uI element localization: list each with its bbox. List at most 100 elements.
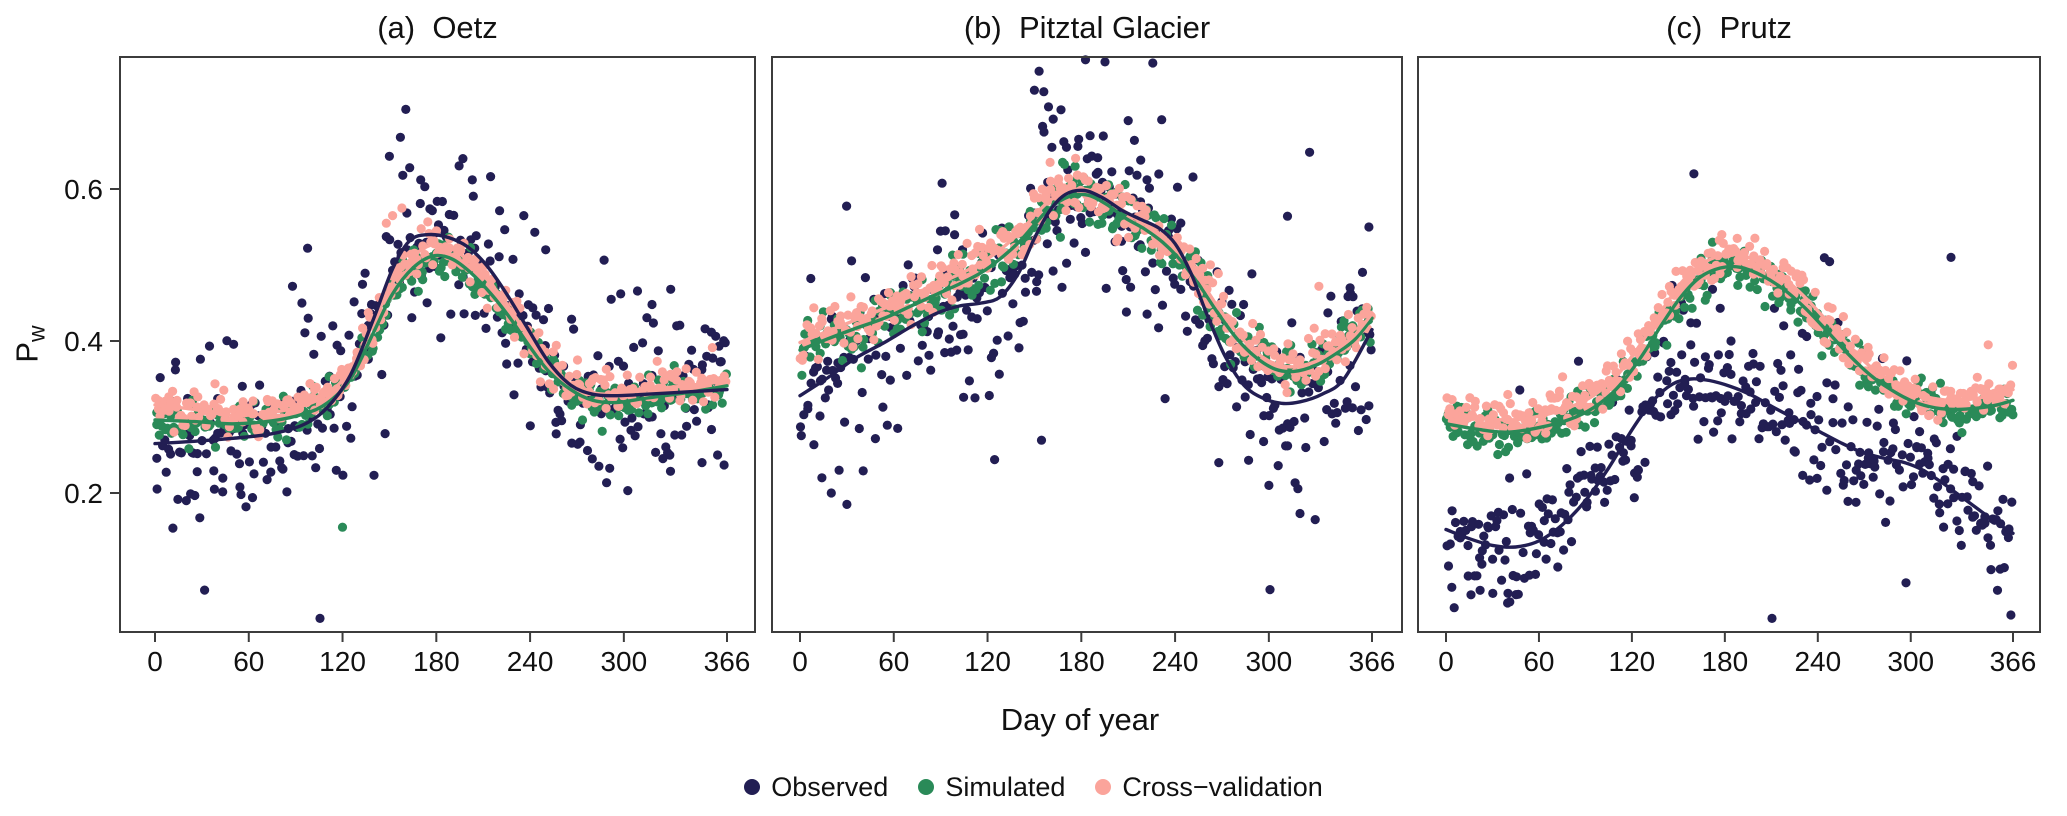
- data-point: [1057, 282, 1067, 292]
- data-point: [1629, 493, 1639, 503]
- data-point: [1287, 318, 1297, 328]
- data-point: [1817, 442, 1827, 452]
- data-point: [1598, 404, 1608, 414]
- data-point: [1890, 424, 1900, 435]
- data-point: [1702, 290, 1712, 300]
- data-point: [192, 449, 202, 459]
- data-point: [282, 487, 292, 497]
- data-point: [1447, 506, 1457, 516]
- data-point: [1505, 473, 1515, 483]
- data-point: [1539, 516, 1549, 526]
- data-point: [1843, 402, 1853, 412]
- data-point: [1980, 518, 1990, 528]
- data-point: [551, 340, 561, 350]
- data-point: [1929, 493, 1939, 503]
- data-point: [1974, 481, 1984, 491]
- smooth-line-observed: [153, 232, 729, 446]
- data-point: [1622, 383, 1632, 393]
- data-point: [1672, 367, 1682, 377]
- data-point: [1778, 381, 1788, 391]
- data-point: [1841, 460, 1852, 470]
- panel-b: 0 60 120 180 240 300 366: [771, 55, 1403, 677]
- data-point: [606, 294, 616, 304]
- data-point: [1493, 449, 1503, 460]
- data-point: [1915, 427, 1925, 437]
- data-point: [1159, 214, 1169, 224]
- data-point: [1854, 459, 1864, 469]
- data-point: [1537, 502, 1547, 512]
- data-point: [1270, 350, 1280, 360]
- data-point: [618, 361, 629, 371]
- data-point: [1687, 303, 1697, 313]
- data-point: [1862, 417, 1872, 427]
- data-point: [1048, 211, 1058, 221]
- data-point: [502, 359, 512, 369]
- data-point: [627, 413, 637, 423]
- data-point: [495, 206, 505, 216]
- data-point: [1956, 540, 1966, 551]
- data-point: [1668, 390, 1678, 400]
- data-point: [1154, 169, 1164, 179]
- x-tick-label: 240: [1152, 646, 1199, 677]
- data-point: [2008, 410, 2018, 420]
- data-point: [982, 306, 992, 316]
- y-axis-label: Pw: [10, 325, 51, 362]
- x-tick-label: 120: [1609, 646, 1656, 677]
- data-point: [1064, 173, 1074, 183]
- data-point: [1172, 232, 1182, 243]
- x-tick-label: 120: [319, 646, 366, 677]
- x-tick-label: 300: [600, 646, 647, 677]
- data-point: [311, 463, 321, 473]
- data-point: [1492, 516, 1502, 526]
- data-point: [1796, 385, 1806, 395]
- data-point: [303, 243, 313, 253]
- data-point: [322, 411, 332, 421]
- data-point: [836, 311, 846, 321]
- data-point: [1445, 539, 1455, 549]
- outlier-point: [405, 163, 415, 173]
- x-tick-label: 240: [507, 646, 554, 677]
- data-point: [1247, 269, 1257, 279]
- data-point: [201, 449, 211, 459]
- data-point: [1573, 356, 1584, 366]
- data-point: [1662, 340, 1672, 350]
- data-point: [1986, 565, 1996, 575]
- outlier-point: [826, 488, 836, 498]
- data-point: [1161, 266, 1172, 276]
- data-point: [1061, 206, 1071, 216]
- data-point: [1516, 508, 1526, 518]
- data-point: [299, 451, 309, 461]
- data-point: [1806, 398, 1816, 408]
- data-point: [209, 466, 219, 476]
- data-point: [1185, 244, 1195, 254]
- data-point: [1700, 352, 1710, 362]
- data-point: [1830, 380, 1840, 390]
- data-point: [1633, 465, 1643, 475]
- data-point: [2003, 532, 2013, 543]
- data-point: [1879, 437, 1889, 448]
- data-point: [634, 408, 644, 418]
- data-point: [999, 262, 1009, 272]
- data-point: [1848, 415, 1858, 425]
- data-point: [200, 585, 210, 595]
- data-point: [1353, 425, 1363, 436]
- panel-a: 0 60 120 180 240 300 366 0.2 0.4 0.6: [64, 56, 756, 677]
- data-point: [1954, 418, 1964, 428]
- data-point: [1662, 376, 1672, 386]
- data-point: [528, 303, 538, 313]
- data-point: [1733, 392, 1743, 402]
- outlier-point: [381, 218, 391, 228]
- data-point: [1093, 153, 1103, 163]
- data-point: [1723, 391, 1733, 401]
- data-point: [485, 256, 495, 266]
- data-point: [1901, 578, 1911, 588]
- data-point: [1963, 505, 1973, 515]
- data-point: [1483, 523, 1493, 533]
- data-point: [1214, 382, 1224, 392]
- outlier-point: [1779, 321, 1789, 331]
- data-point: [1812, 473, 1822, 483]
- data-point: [349, 297, 359, 307]
- data-point: [898, 280, 908, 291]
- outlier-point: [1946, 252, 1956, 262]
- data-point: [1957, 428, 1967, 438]
